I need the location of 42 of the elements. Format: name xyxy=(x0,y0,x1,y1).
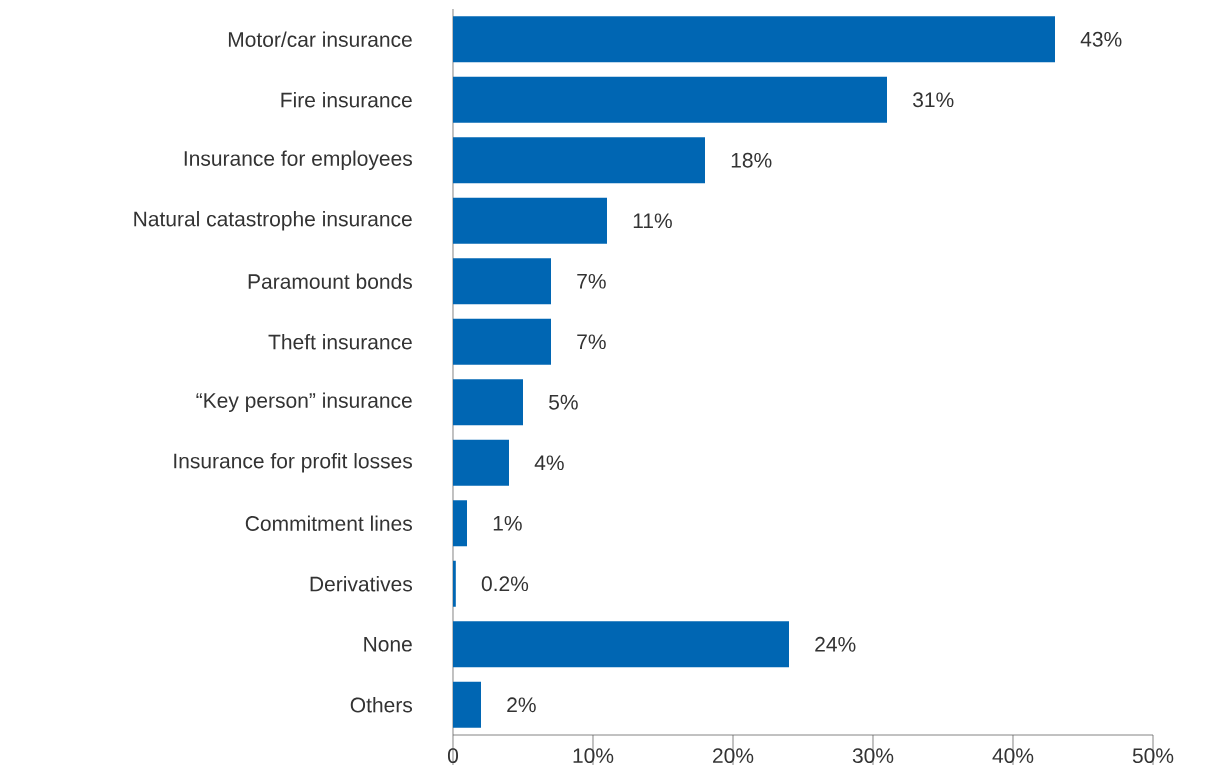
x-tick-label: 40% xyxy=(992,748,1034,764)
bar xyxy=(453,76,887,123)
y-tick-label: Fire insurance xyxy=(281,92,412,108)
bar xyxy=(453,379,523,426)
bar xyxy=(453,500,467,547)
data-label: 7% xyxy=(577,273,606,289)
data-label: 24% xyxy=(815,636,856,652)
data-label: 11% xyxy=(633,213,672,229)
data-label: 43% xyxy=(1080,31,1122,47)
data-label: 0.2% xyxy=(481,576,529,592)
y-tick-label: “Key person” insurance xyxy=(196,392,412,413)
x-tick-label: 20% xyxy=(713,748,754,764)
y-tick-label: Insurance for profit losses xyxy=(174,452,412,473)
y-tick-label: Derivatives xyxy=(310,576,413,592)
data-label: 7% xyxy=(577,334,606,350)
bar xyxy=(453,439,509,486)
data-label: 5% xyxy=(549,394,578,410)
data-label: 31% xyxy=(913,92,954,108)
y-tick-label: Natural catastrophe insurance xyxy=(134,210,412,231)
y-tick-label: Paramount bonds xyxy=(248,273,412,289)
y-tick-label: None xyxy=(364,636,412,652)
bar xyxy=(453,258,551,305)
y-tick-label: Commitment lines xyxy=(245,515,412,531)
x-tick-label: 30% xyxy=(852,748,894,764)
y-tick-label: Others xyxy=(350,697,413,713)
bar xyxy=(453,137,705,184)
y-tick-label: Theft insurance xyxy=(268,334,412,350)
bar xyxy=(453,16,1055,63)
data-label: 4% xyxy=(534,455,564,471)
y-tick-label: Motor/car insurance xyxy=(228,31,412,47)
data-label: 18% xyxy=(731,152,772,168)
bar xyxy=(453,560,456,607)
x-tick-label: 10% xyxy=(573,748,614,764)
y-tick-label: Insurance for employees xyxy=(184,150,412,171)
x-tick-label: 50% xyxy=(1132,748,1174,764)
bar xyxy=(453,318,551,365)
bar xyxy=(453,197,607,244)
bar xyxy=(453,621,789,668)
bar xyxy=(453,681,481,728)
data-label: 2% xyxy=(507,697,536,713)
x-tick-label: 0 xyxy=(447,748,459,764)
data-label: 1% xyxy=(493,515,522,531)
